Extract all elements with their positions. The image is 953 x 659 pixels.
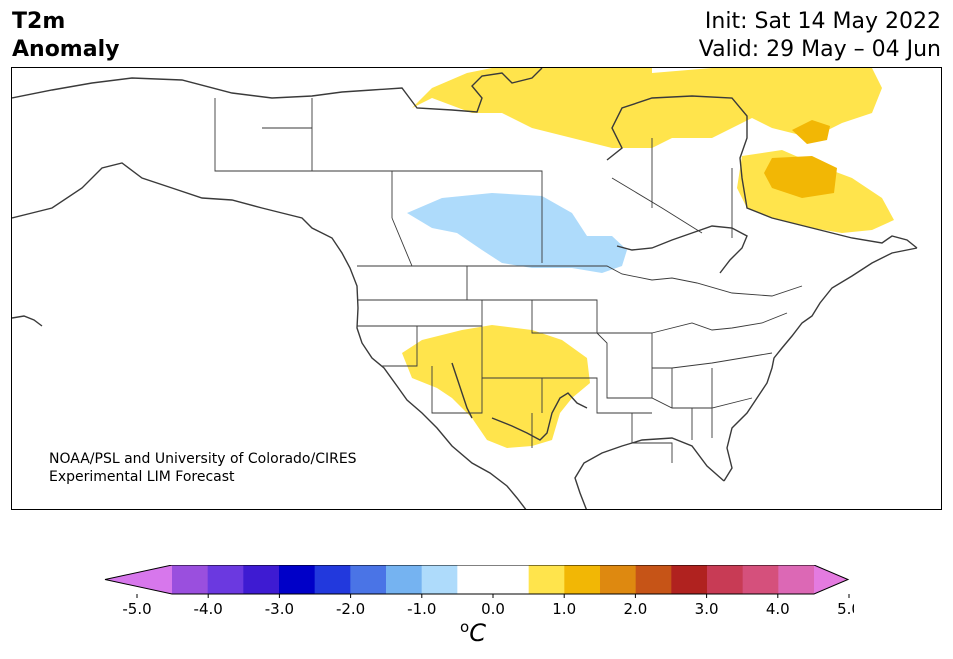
- colorbar-segment: [172, 565, 209, 594]
- anomaly-region-arctic: [412, 68, 882, 148]
- colorbar-tick-label: -2.0: [336, 600, 365, 617]
- colorbar-segment: [564, 565, 601, 594]
- colorbar-high-extend: [814, 565, 848, 594]
- colorbar-segment: [457, 565, 494, 594]
- colorbar-segment: [207, 565, 244, 594]
- colorbar-tick-label: 3.0: [695, 600, 719, 617]
- colorbar-tick-label: 2.0: [623, 600, 647, 617]
- colorbar-segment: [386, 565, 423, 594]
- colorbar-outline: [104, 564, 850, 595]
- map-canvas: [12, 68, 918, 509]
- credit-text: NOAA/PSL and University of Colorado/CIRE…: [49, 450, 357, 486]
- colorbar-tick-label: 0.0: [481, 600, 505, 617]
- anomaly-map: [11, 67, 942, 510]
- colorbar-tick-label: -5.0: [122, 600, 151, 617]
- anomaly-region-southwest: [402, 325, 590, 448]
- colorbar-segment: [671, 565, 708, 594]
- colorbar-segment: [421, 565, 458, 594]
- colorbar-segment: [742, 565, 779, 594]
- colorbar-low-extend: [105, 565, 172, 594]
- colorbar-segment: [778, 565, 815, 594]
- colorbar-segment: [243, 565, 280, 594]
- colorbar-tick-label: -1.0: [407, 600, 436, 617]
- anomaly-region-quebec-core: [764, 156, 837, 198]
- colorbar-segment: [707, 565, 744, 594]
- credit-line-1: NOAA/PSL and University of Colorado/CIRE…: [49, 451, 357, 467]
- colorbar-segment: [528, 565, 565, 594]
- unit-letter: C: [469, 619, 486, 647]
- date-block: Init: Sat 14 May 2022 Valid: 29 May – 04…: [699, 8, 941, 64]
- anomaly-region-prairies: [407, 193, 627, 273]
- anomaly-region-arctic-core: [792, 120, 830, 144]
- colorbar-tick-label: -3.0: [265, 600, 294, 617]
- variable-title: T2m: [12, 9, 66, 34]
- init-date: Init: Sat 14 May 2022: [704, 9, 941, 34]
- colorbar-segment: [350, 565, 387, 594]
- colorbar-graphic: -5.0 -4.0 -3.0 -2.0 -1.0 0.0 1.0 2.0 3.0 4.0 5.0: [104, 564, 861, 618]
- colorbar-unit: oC: [460, 618, 486, 647]
- credit-line-2: Experimental LIM Forecast: [49, 469, 235, 485]
- variable-subtitle: Anomaly: [12, 37, 120, 62]
- title-block: T2m Anomaly: [12, 8, 119, 64]
- colorbar-segment: [493, 565, 530, 594]
- colorbar-tick-label: 5.0: [837, 600, 854, 617]
- colorbar-segment: [635, 565, 672, 594]
- political-borders: [214, 98, 803, 463]
- valid-range: Valid: 29 May – 04 Jun: [698, 37, 941, 62]
- colorbar-segment: [600, 565, 637, 594]
- colorbar-segment: [314, 565, 351, 594]
- colorbar-segment: [279, 565, 316, 594]
- colorbar: -5.0 -4.0 -3.0 -2.0 -1.0 0.0 1.0 2.0 3.0 4.0 5.0: [104, 564, 861, 621]
- coastlines: [12, 68, 918, 509]
- colorbar-tick-label: 1.0: [552, 600, 576, 617]
- degree-sup: o: [460, 618, 470, 636]
- colorbar-tick-label: 4.0: [766, 600, 790, 617]
- colorbar-tick-label: -4.0: [194, 600, 223, 617]
